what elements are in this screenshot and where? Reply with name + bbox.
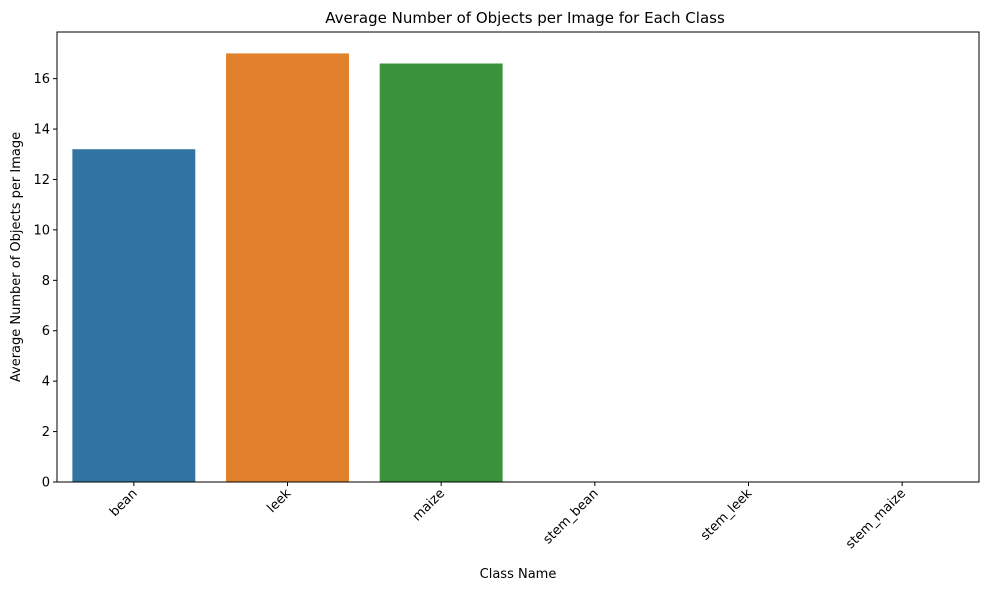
bar-bean [72,149,196,482]
y-axis: 0 2 4 6 8 10 12 14 16 [33,72,57,491]
y-tick-label: 6 [42,324,50,339]
y-tick-label: 2 [42,425,50,440]
y-tick-label: 0 [42,476,50,491]
chart-title: Average Number of Objects per Image for … [325,9,725,27]
y-tick-label: 4 [42,375,50,390]
x-tick-label: stem_bean [540,486,601,547]
y-tick-label: 10 [33,223,50,238]
bar-maize [379,63,503,482]
x-tick-label: stem_leek [698,486,756,544]
y-axis-title: Average Number of Objects per Image [9,132,24,382]
x-axis: bean leek maize stem_bean stem_leek stem_maiz… [107,482,909,552]
y-tick-label: 14 [33,123,50,138]
x-tick-label: bean [107,486,141,520]
x-axis-title: Class Name [480,567,557,582]
x-tick-label: maize [410,486,448,524]
y-tick-label: 8 [42,274,50,289]
x-tick-label: stem_maize [843,486,909,552]
plot-frame [56,31,980,483]
bar-leek [226,53,349,483]
y-tick-label: 12 [33,173,50,188]
bars [72,53,503,483]
y-tick-label: 16 [33,72,50,87]
x-tick-label: leek [265,486,295,516]
